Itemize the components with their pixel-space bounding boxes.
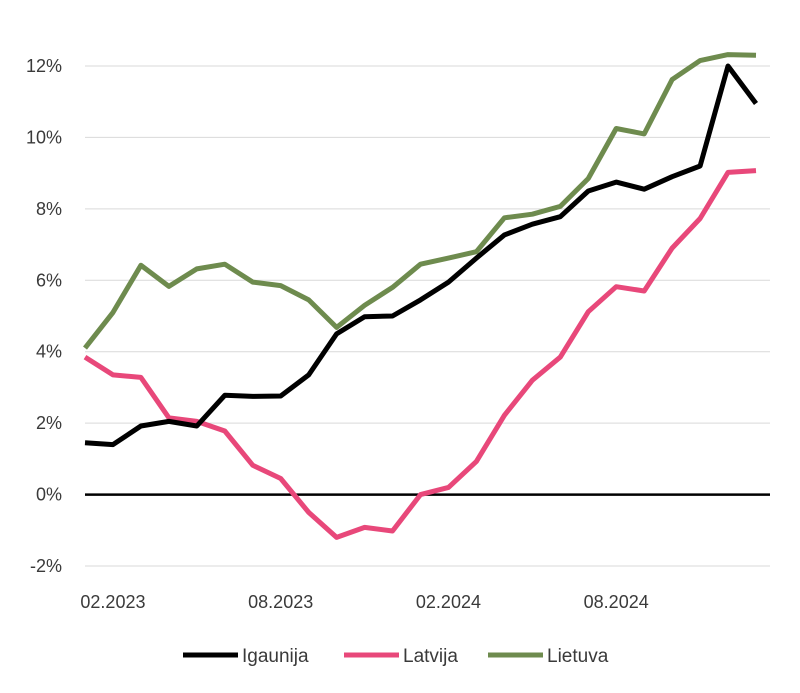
legend-label-latvija: Latvija (403, 646, 458, 667)
y-tick-label: 10% (26, 127, 62, 147)
y-tick-label: 4% (36, 342, 62, 362)
y-tick-label: 0% (36, 485, 62, 505)
legend-label-igaunija: Igaunija (242, 646, 309, 667)
series-line-igaunija (84, 63, 759, 448)
legend-label-lietuva: Lietuva (547, 646, 609, 667)
legend: Igaunija Latvija Lietuva (183, 646, 609, 667)
x-tick-label: 08.2024 (584, 592, 649, 612)
x-tick-label: 08.2023 (248, 592, 313, 612)
series-line-latvija (83, 168, 757, 540)
x-axis-tick-labels: 02.2023 08.2023 02.2024 08.2024 (80, 592, 648, 612)
y-axis-tick-labels: -2% 0% 2% 4% 6% 8% 10% 12% (26, 56, 62, 576)
x-tick-label: 02.2023 (80, 592, 145, 612)
x-tick-label: 02.2024 (416, 592, 481, 612)
series-lines (83, 52, 759, 540)
y-tick-label: -2% (30, 556, 62, 576)
y-tick-label: 8% (36, 199, 62, 219)
y-tick-label: 12% (26, 56, 62, 76)
y-tick-label: 6% (36, 270, 62, 290)
y-tick-label: 2% (36, 413, 62, 433)
series-line-lietuva (83, 52, 757, 350)
